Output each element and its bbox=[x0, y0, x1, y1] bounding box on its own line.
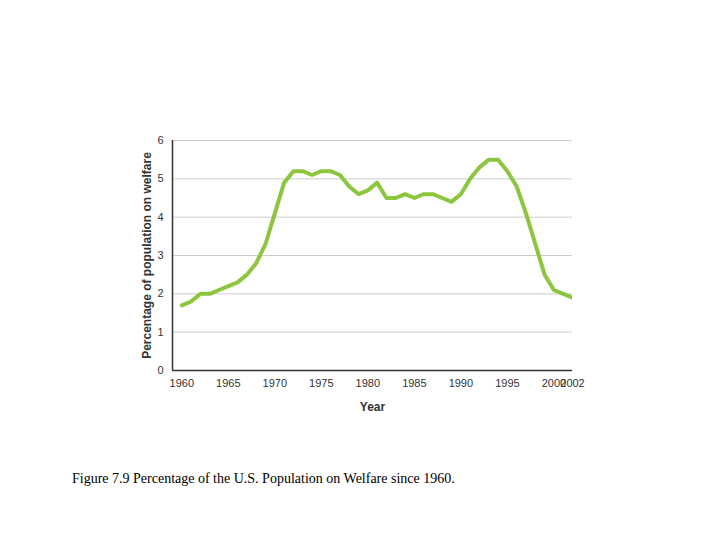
svg-text:1995: 1995 bbox=[495, 377, 519, 389]
svg-text:1965: 1965 bbox=[216, 377, 240, 389]
svg-text:1990: 1990 bbox=[449, 377, 473, 389]
svg-text:Year: Year bbox=[360, 400, 386, 414]
html-text:Figure 7.9 Percentage of the U: Figure 7.9 Percentage of the U.S. Popula… bbox=[72, 471, 455, 486]
svg-text:1980: 1980 bbox=[356, 377, 380, 389]
svg-text:6: 6 bbox=[157, 134, 163, 146]
svg-text:1970: 1970 bbox=[263, 377, 287, 389]
svg-text:1975: 1975 bbox=[309, 377, 333, 389]
svg-text:2000: 2000 bbox=[541, 377, 567, 390]
svg-text:1960: 1960 bbox=[170, 377, 194, 389]
svg-text:Percentage of population on we: Percentage of population on welfare bbox=[140, 152, 154, 359]
svg-text:1985: 1985 bbox=[402, 377, 426, 389]
svg-text:0: 0 bbox=[157, 364, 163, 376]
svg-text:5: 5 bbox=[157, 172, 163, 184]
svg-text:1: 1 bbox=[157, 326, 163, 338]
svg-text:2002: 2002 bbox=[560, 377, 584, 389]
svg-text:3: 3 bbox=[157, 249, 163, 261]
svg-text:2: 2 bbox=[157, 287, 163, 299]
svg-text:4: 4 bbox=[157, 211, 163, 223]
